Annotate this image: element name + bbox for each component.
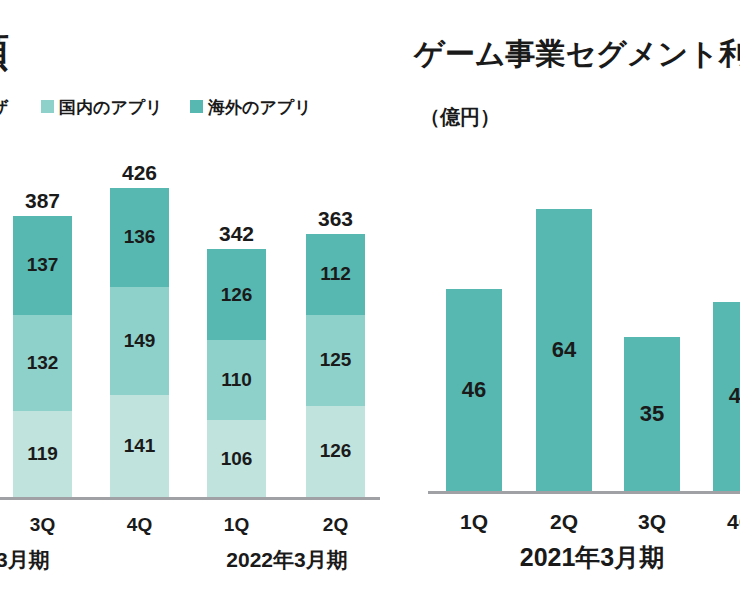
- profit-bar-value-label: 43: [706, 383, 740, 409]
- bar-segment-value-label: 132: [8, 351, 78, 375]
- bar-segment-value-label: 106: [202, 447, 272, 471]
- x-tick-label-4Q: 4Q: [110, 514, 170, 536]
- x-tick-label-4Q: 4Q: [711, 510, 740, 534]
- bar-segment-value-label: 126: [202, 283, 272, 307]
- right-chart-x-axis-line: [428, 491, 740, 494]
- bar-total-label: 387: [8, 189, 78, 213]
- left-chart-title-fragment: 額: [0, 30, 9, 75]
- x-tick-label-2Q: 2Q: [534, 510, 594, 534]
- bar-segment-value-label: 137: [8, 253, 78, 277]
- right-chart-title: ゲーム事業セグメント利: [414, 37, 740, 70]
- left-chart-period-label-2022: 2022年3月期: [226, 546, 347, 574]
- bar-segment-value-label: 119: [8, 442, 78, 466]
- bar-segment-value-label: 136: [105, 225, 175, 249]
- bar-total-label: 342: [202, 222, 272, 246]
- profit-bar-value-label: 35: [617, 401, 687, 427]
- right-chart-period-label-2021: 2021年3月期: [520, 541, 665, 574]
- bar-segment-value-label: 110: [202, 368, 272, 392]
- bar-segment-value-label: 125: [301, 348, 371, 372]
- bar-segment-value-label: 149: [105, 329, 175, 353]
- bar-total-label: 426: [105, 161, 175, 185]
- left-chart-period-label-fragment: 3月期: [0, 546, 50, 574]
- profit-bar-value-label: 46: [439, 377, 509, 403]
- bar-segment-value-label: 112: [301, 262, 371, 286]
- x-tick-label-3Q: 3Q: [622, 510, 682, 534]
- bar-segment-value-label: 141: [105, 434, 175, 458]
- slide-canvas: { "page": { "background": "#ffffff" }, "…: [0, 0, 740, 600]
- x-tick-label-2Q: 2Q: [306, 514, 366, 536]
- right-chart-unit-label: （億円）: [420, 104, 500, 131]
- x-tick-label-1Q: 1Q: [444, 510, 504, 534]
- bar-segment-value-label: 126: [301, 439, 371, 463]
- profit-bar-value-label: 64: [529, 337, 599, 363]
- legend-swatch-overseas-apps: [190, 100, 203, 113]
- left-chart-x-axis-line: [0, 497, 380, 500]
- legend-label-overseas-apps: 海外のアプリ: [208, 96, 312, 119]
- legend-swatch-domestic-apps: [41, 100, 54, 113]
- bar-total-label: 363: [301, 207, 371, 231]
- legend-label-domestic-apps: 国内のアプリ: [59, 96, 163, 119]
- x-tick-label-1Q: 1Q: [207, 514, 267, 536]
- x-tick-label-3Q: 3Q: [13, 514, 73, 536]
- legend-item-fragment: ザ: [0, 96, 8, 119]
